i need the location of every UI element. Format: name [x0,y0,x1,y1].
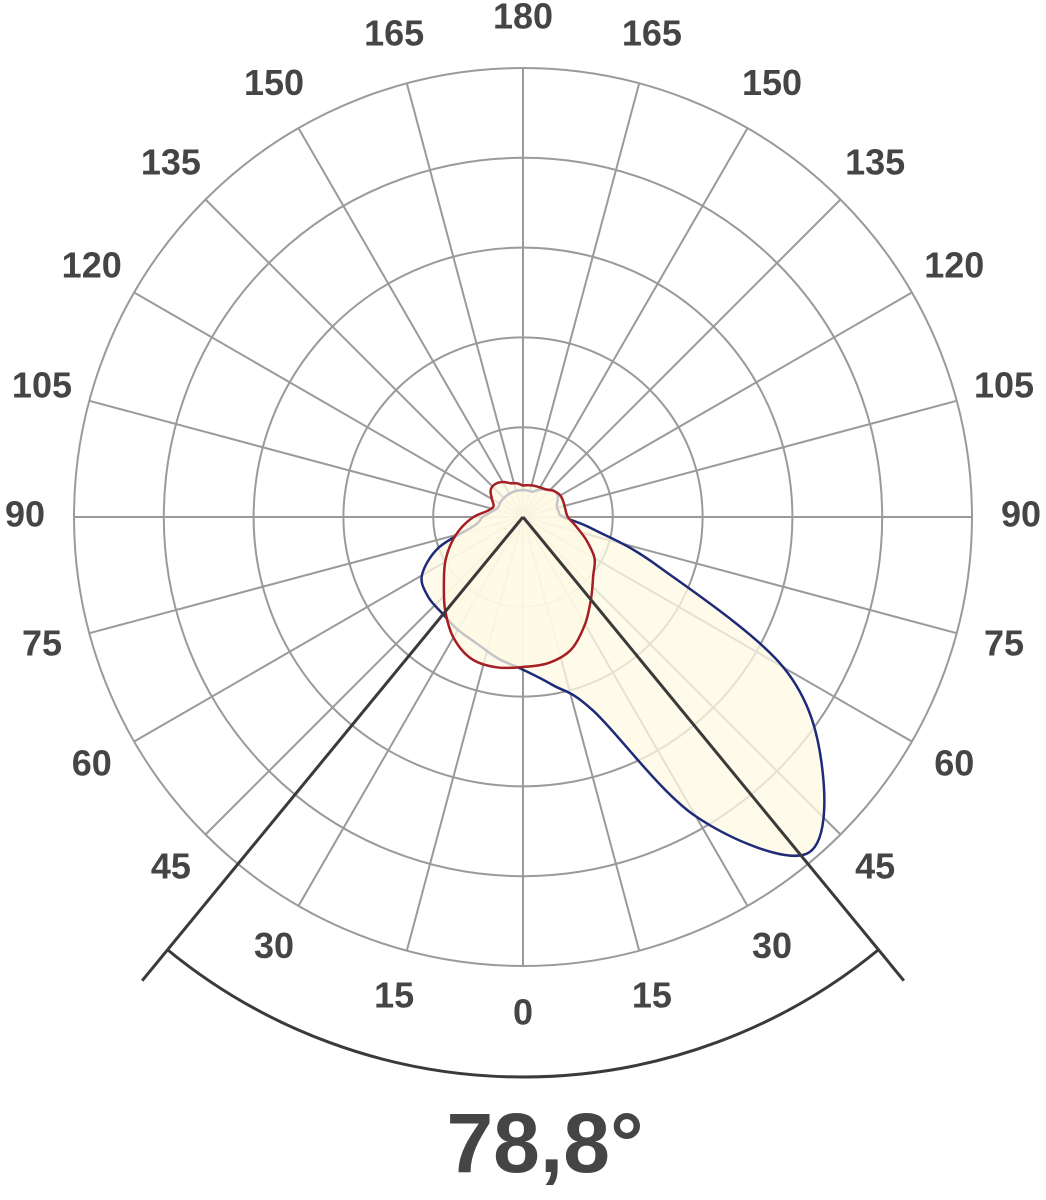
angle-tick-label: 90 [5,494,45,535]
grid-spoke [89,516,524,635]
beam-angle-label: 78,8° [446,1096,643,1190]
intensity-curve [442,480,597,670]
grid-spoke [522,399,957,518]
angle-tick-label: 60 [934,743,974,784]
grid-spoke [297,127,524,518]
angle-tick-label: 165 [622,12,682,53]
angle-tick-label: 120 [924,245,984,286]
angle-tick-label: 30 [254,925,294,966]
grid-spoke [522,127,749,518]
angle-tick-label: 30 [752,925,792,966]
angle-tick-label: 15 [374,975,414,1016]
angle-tick-label: 120 [62,245,122,286]
angle-tick-label: 0 [513,992,533,1033]
beam-arc [166,948,880,1079]
angle-tick-label: 165 [364,12,424,53]
angle-tick-label: 105 [974,365,1034,406]
angle-tick-label: 135 [141,141,201,182]
beam-line [141,516,525,982]
angle-tick-label: 45 [855,846,895,887]
grid-spoke [405,83,524,518]
grid-spoke [89,399,524,518]
angle-tick-label: 150 [244,62,304,103]
angle-tick-label: 180 [493,0,553,37]
angle-tick-label: 90 [1001,494,1041,535]
angle-tick-label: 105 [12,365,72,406]
grid-spoke [522,198,842,518]
angle-tick-label: 75 [984,622,1024,663]
angle-tick-label: 45 [151,846,191,887]
grid-spoke [204,198,524,518]
angle-tick-label: 75 [22,622,62,663]
angle-tick-label: 60 [72,743,112,784]
beam-line [521,516,905,982]
grid-spoke [522,83,641,518]
grid-spoke [133,291,524,518]
grid-spoke [522,291,913,518]
angle-tick-label: 150 [742,62,802,103]
angle-tick-label: 135 [845,141,905,182]
angle-tick-label: 15 [632,975,672,1016]
